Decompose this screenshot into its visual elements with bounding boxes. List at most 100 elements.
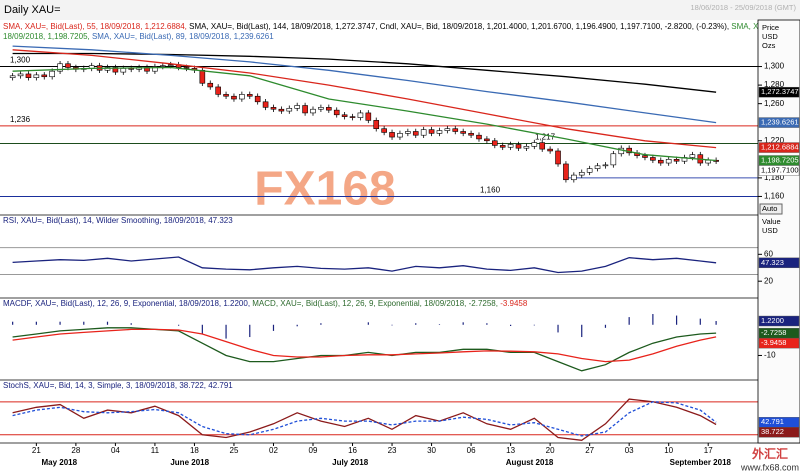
month-label: July 2018 (332, 458, 369, 467)
site-watermark: www.fx68.com (740, 462, 799, 472)
candle-body (499, 145, 506, 148)
histogram-bar (581, 324, 583, 338)
value-box (758, 86, 800, 98)
value-box (758, 142, 800, 153)
candle-body (57, 63, 63, 72)
value-box (758, 117, 800, 128)
candle-body (460, 131, 466, 134)
month-label: June 2018 (170, 458, 209, 467)
candle-body (705, 159, 712, 164)
indicator-line (12, 327, 717, 372)
x-tick-label: 28 (71, 446, 80, 455)
value-box (758, 257, 800, 269)
candle-body (349, 116, 356, 118)
candle-body (239, 94, 245, 100)
indicator-line (12, 398, 717, 441)
candle-body (25, 73, 32, 78)
value-box-label: 47.323 (761, 258, 784, 267)
histogram-bar (486, 323, 488, 325)
candle-body (326, 107, 332, 111)
candle-body (515, 144, 522, 149)
value-box-label: 42.791 (761, 417, 784, 426)
panel-legend: RSI, XAU=, Bid(Last), 14, Wilder Smoothi… (3, 216, 233, 225)
panel-legend: SMA, XAU=, Bid(Last), 55, 18/09/2018, 1,… (3, 22, 800, 31)
candle-body (381, 128, 387, 133)
candle-body (673, 159, 680, 162)
histogram-bar (59, 321, 61, 325)
x-tick-label: 30 (427, 446, 436, 455)
auto-button-label: Auto (762, 204, 777, 213)
x-tick-label: 27 (585, 446, 594, 455)
value-box-label: 38.722 (761, 427, 784, 436)
y-tick-label: 1,180 (764, 173, 785, 182)
x-tick-label: 25 (230, 446, 239, 455)
candle-body (49, 70, 55, 78)
month-label: August 2018 (506, 458, 554, 467)
indicator-line (12, 45, 717, 124)
legend-segment: RSI, XAU=, Bid(Last), 14, Wilder Smoothi… (3, 216, 233, 225)
x-tick-label: 23 (388, 446, 397, 455)
histogram-bar (178, 324, 180, 326)
candle-body (262, 101, 269, 108)
candle-body (333, 109, 340, 116)
histogram-bar (272, 324, 275, 331)
candle-body (642, 155, 648, 158)
candle-body (254, 95, 261, 103)
candle-body (531, 142, 538, 147)
watermark-logo: FX168 (254, 163, 395, 216)
candle-body (310, 108, 316, 114)
candle-body (199, 69, 206, 84)
x-tick-label: 06 (467, 446, 476, 455)
y-tick-label: 1,300 (764, 62, 785, 71)
y-tick-label: 1,280 (764, 80, 785, 89)
candle-body (9, 75, 16, 78)
brand-watermark: 外汇汇 (752, 446, 788, 461)
candle-body (452, 128, 459, 132)
candle-body (160, 65, 166, 67)
candle-body (41, 74, 48, 78)
candle-body (405, 131, 411, 134)
candle-body (594, 165, 601, 169)
histogram-bar (462, 322, 464, 325)
candle-body (357, 112, 364, 118)
candle-body (689, 154, 696, 158)
histogram-bar (320, 323, 322, 325)
value-box (758, 315, 800, 327)
date-range: 18/06/2018 - 25/09/2018 (GMT) (691, 3, 797, 12)
auto-button[interactable] (759, 203, 783, 215)
x-tick-label: 03 (625, 446, 634, 455)
candle-body (578, 172, 585, 176)
window-title: Daily XAU= (4, 4, 61, 16)
histogram-bar (675, 315, 678, 325)
histogram-bar (533, 324, 535, 326)
x-tick-label: 04 (111, 446, 120, 455)
histogram-bar (12, 321, 14, 325)
histogram-bar (438, 324, 441, 325)
histogram-bar (35, 321, 37, 325)
candle-body (215, 86, 221, 95)
y-tick-label: 1,160 (764, 192, 785, 201)
y-tick-label: 20 (764, 276, 773, 285)
x-tick-label: 09 (309, 446, 318, 455)
axis-unit: USD (762, 32, 778, 41)
candle-body (412, 131, 419, 136)
candle-body (302, 105, 308, 114)
candle-body (112, 67, 119, 73)
candle-body (491, 140, 498, 146)
level-label: 1,236 (10, 115, 31, 124)
value-box-label: 1,272.3747 (761, 87, 799, 96)
value-box (758, 165, 800, 176)
candle-body (602, 164, 609, 167)
title-bar (0, 0, 800, 20)
indicator-line (12, 49, 717, 149)
candle-body (484, 138, 490, 142)
x-tick-label: 21 (32, 446, 41, 455)
candle-body (444, 128, 451, 131)
value-box-label: 1.2200 (761, 316, 784, 325)
candle-body (120, 68, 127, 73)
panel-legend: MACDF, XAU=, Bid(Last), 12, 26, 9, Expon… (3, 299, 528, 308)
histogram-bar (225, 324, 227, 339)
indicator-line (12, 66, 717, 162)
